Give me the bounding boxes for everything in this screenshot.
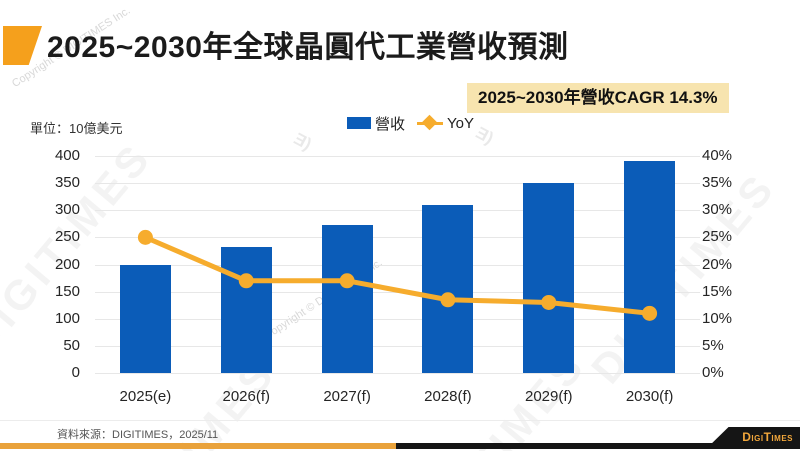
gridline: [95, 345, 700, 347]
x-axis-tick-label: 2025(e): [119, 388, 172, 405]
y-axis-right-tick-label: 25%: [702, 228, 733, 246]
yoy-marker: [642, 305, 658, 321]
watermark-logomark-icon: Ǝ): [290, 129, 315, 154]
y-axis-left-tick-label: 350: [54, 174, 80, 192]
y-axis-left-tick-label: 250: [54, 228, 80, 246]
y-axis-right-tick-label: 10%: [702, 309, 733, 327]
plot-area: [95, 156, 700, 374]
y-axis-right-tick-label: 20%: [702, 255, 733, 273]
gridline: [95, 237, 700, 239]
y-axis-left-tick-label: 400: [54, 147, 80, 164]
y-axis-left-tick-label: 150: [54, 282, 80, 300]
x-axis-tick-label: 2027(f): [323, 388, 371, 405]
revenue-bar: [220, 246, 272, 373]
legend-label-yoy: YoY: [447, 114, 474, 132]
legend-label-revenue: 營收: [375, 115, 406, 133]
y-axis-right-tick-label: 5%: [702, 336, 724, 354]
title-accent-shape: [3, 26, 42, 65]
gridline: [95, 264, 700, 266]
x-axis-tick-label: 2026(f): [222, 388, 271, 405]
bottom-strip-black: [396, 443, 800, 449]
y-axis-right-tick-label: 0%: [702, 364, 724, 381]
y-axis-right-tick-label: 15%: [702, 282, 733, 300]
x-axis-tick-label: 2028(f): [424, 388, 472, 405]
y-axis-right-tick-label: 35%: [702, 174, 733, 192]
gridline: [95, 318, 700, 320]
gridline: [95, 373, 700, 374]
gridline: [95, 156, 700, 157]
yoy-marker: [238, 273, 254, 289]
x-axis-tick-label: 2030(f): [625, 388, 674, 405]
yoy-marker: [137, 229, 153, 245]
y-axis-left-tick-label: 50: [63, 336, 80, 354]
yoy-marker: [440, 292, 456, 308]
legend-bar-swatch-icon: [347, 117, 371, 129]
gridline: [95, 183, 700, 185]
chart-legend: 營收 YoY: [347, 113, 474, 133]
cagr-badge: 2025~2030年營收CAGR 14.3%: [467, 83, 729, 113]
unit-label: 單位：10億美元: [30, 121, 123, 136]
y-axis-left-tick-label: 100: [54, 309, 80, 327]
bottom-strip-orange: [0, 443, 396, 449]
source-note: 資料來源：DIGITIMES，2025/11: [57, 429, 219, 441]
yoy-marker: [339, 273, 355, 289]
footer-divider: [0, 420, 800, 421]
revenue-bar: [422, 205, 474, 373]
y-axis-left-tick-label: 0: [71, 364, 80, 381]
y-axis-right-tick-label: 30%: [702, 201, 733, 219]
y-axis-left-tick-label: 200: [54, 255, 80, 273]
legend-line-swatch-icon: [417, 114, 444, 131]
x-axis-tick-label: 2029(f): [524, 388, 573, 405]
revenue-bar: [624, 161, 676, 373]
y-axis-right-tick-label: 40%: [702, 147, 733, 164]
digitimes-logo: DigiTimes: [706, 427, 800, 449]
y-axis-left-tick-label: 300: [54, 201, 80, 219]
yoy-line-chart: [137, 229, 658, 321]
revenue-bar: [119, 264, 171, 373]
yoy-marker: [541, 294, 557, 310]
yoy-line: [144, 235, 650, 316]
watermark-logomark-icon: Ǝ): [472, 123, 497, 148]
page-title: 2025~2030年全球晶圓代工業營收預測: [47, 31, 569, 64]
gridline: [95, 210, 700, 212]
revenue-bar: [523, 182, 575, 373]
digitimes-logo-text: DigiTimes: [742, 430, 793, 444]
revenue-bar: [321, 225, 373, 373]
legend-diamond-marker: [421, 114, 438, 131]
